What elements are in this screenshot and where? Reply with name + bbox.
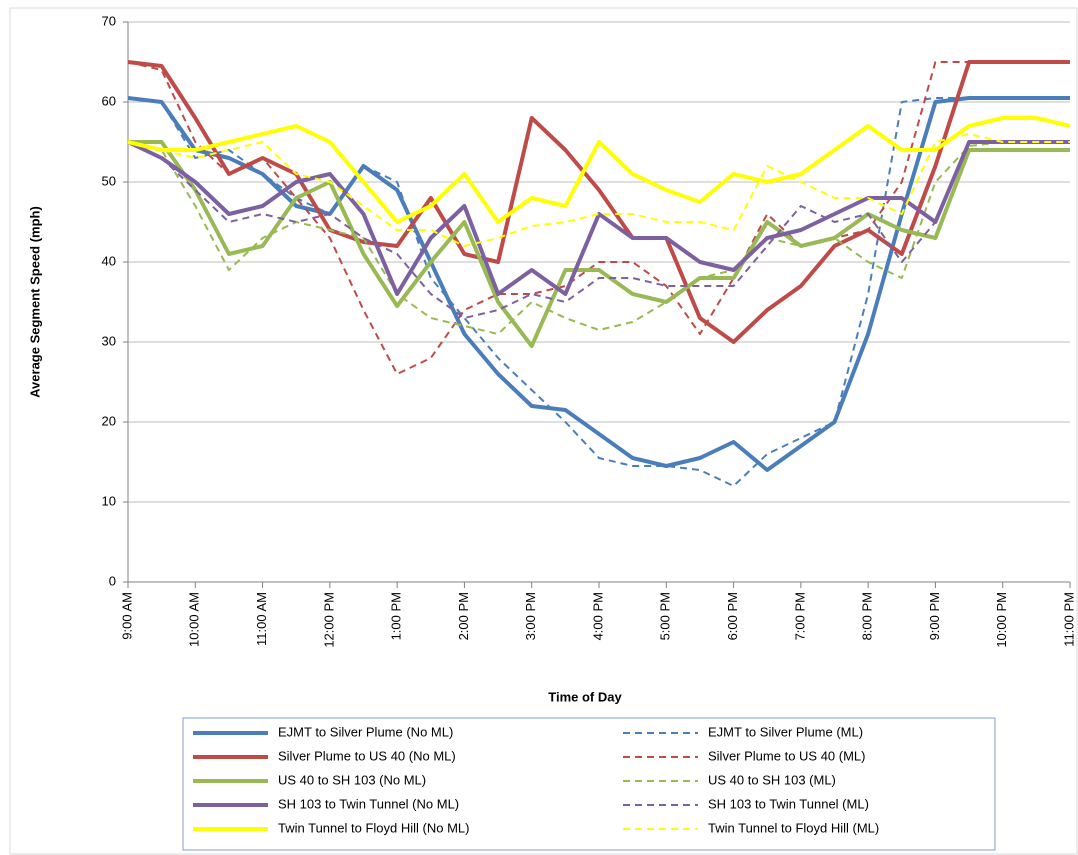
y-tick-label: 0 <box>109 573 116 588</box>
y-tick-label: 60 <box>102 93 116 108</box>
legend-label: Silver Plume to US 40 (ML) <box>708 748 866 763</box>
x-tick-label: 2:00 PM <box>456 592 471 640</box>
x-tick-label: 4:00 PM <box>590 592 605 640</box>
legend-label: EJMT to Silver Plume (ML) <box>708 724 863 739</box>
y-tick-label: 70 <box>102 13 116 28</box>
legend-label: Twin Tunnel to Floyd Hill (No ML) <box>278 820 469 835</box>
y-tick-label: 10 <box>102 493 116 508</box>
x-axis-label: Time of Day <box>548 689 622 704</box>
series-line <box>127 116 1071 224</box>
series-line <box>127 141 1070 319</box>
series-line <box>127 141 1070 335</box>
x-tick-label: 11:00 PM <box>1061 592 1076 647</box>
x-tick-label: 10:00 PM <box>994 592 1009 648</box>
x-tick-label: 6:00 PM <box>725 592 740 640</box>
x-tick-label: 7:00 PM <box>792 592 807 640</box>
series-line <box>128 140 1070 348</box>
x-tick-label: 12:00 PM <box>321 592 336 648</box>
legend-label: Silver Plume to US 40 (No ML) <box>278 748 456 763</box>
series-line <box>127 60 1070 344</box>
x-tick-label: 3:00 PM <box>523 592 538 640</box>
x-tick-label: 8:00 PM <box>860 592 875 640</box>
y-axis-label: Average Segment Speed (mph) <box>27 206 42 398</box>
series-line <box>127 96 1070 472</box>
y-tick-label: 30 <box>102 333 116 348</box>
x-tick-label: 9:00 AM <box>119 592 134 640</box>
x-tick-label: 5:00 PM <box>658 592 673 640</box>
x-tick-label: 9:00 PM <box>927 592 942 640</box>
legend-label: Twin Tunnel to Floyd Hill (ML) <box>708 820 879 835</box>
x-tick-label: 10:00 AM <box>187 592 202 647</box>
x-tick-label: 11:00 AM <box>254 592 269 646</box>
x-tick-label: 1:00 PM <box>389 592 404 640</box>
legend-label: US 40 to SH 103 (No ML) <box>278 772 426 787</box>
series-line <box>127 61 1070 375</box>
y-tick-label: 50 <box>102 173 116 188</box>
y-tick-label: 20 <box>102 413 116 428</box>
chart-border <box>9 7 1078 855</box>
series-line <box>127 133 1070 247</box>
legend-box <box>182 717 996 851</box>
series-line <box>127 140 1070 296</box>
legend-label: SH 103 to Twin Tunnel (No ML) <box>278 796 459 811</box>
legend-label: SH 103 to Twin Tunnel (ML) <box>708 796 869 811</box>
y-tick-label: 40 <box>102 253 116 268</box>
legend-label: EJMT to Silver Plume (No ML) <box>278 724 453 739</box>
legend-label: US 40 to SH 103 (ML) <box>708 772 836 787</box>
series-line <box>127 97 1070 487</box>
